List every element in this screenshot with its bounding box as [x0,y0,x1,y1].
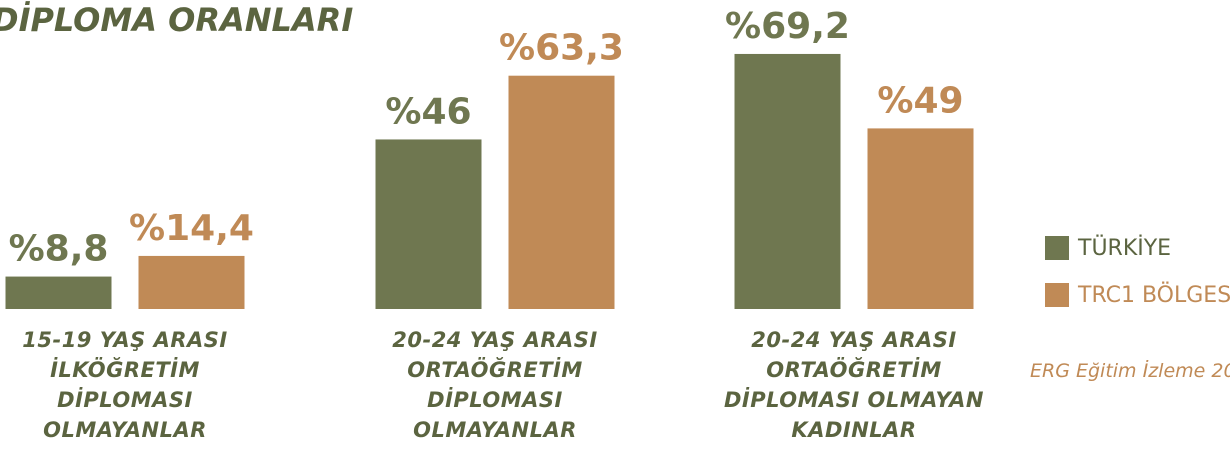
bar [375,139,482,309]
bar [508,75,615,310]
legend-label: TÜRKİYE [1077,235,1171,261]
bar [734,53,841,309]
legend-swatch [1045,283,1069,307]
value-label: %49 [877,80,963,121]
source: ERG Eğitim İzleme 2013 [1030,360,1230,382]
legend-label: TRC1 BÖLGESİ [1077,282,1230,308]
value-label: %69,2 [725,6,850,47]
x-tick-label: 15-19 YAŞ ARASI İLKÖĞRETİM DİPLOMASI OLM… [22,328,228,442]
chart-title: DİPLOMA ORANLARI [0,1,353,39]
value-label: %63,3 [499,28,624,69]
x-tick-label: 20-24 YAŞ ARASI ORTAÖĞRETİM DİPLOMASI OL… [723,328,985,442]
value-label: %8,8 [9,229,109,270]
x-tick-label: 20-24 YAŞ ARASI ORTAÖĞRETİM DİPLOMASI OL… [392,328,598,442]
bar [5,276,112,309]
value-label: %46 [385,91,471,132]
bar [138,255,245,309]
legend-swatch [1045,236,1069,260]
bar [867,128,974,309]
value-label: %14,4 [129,208,254,249]
